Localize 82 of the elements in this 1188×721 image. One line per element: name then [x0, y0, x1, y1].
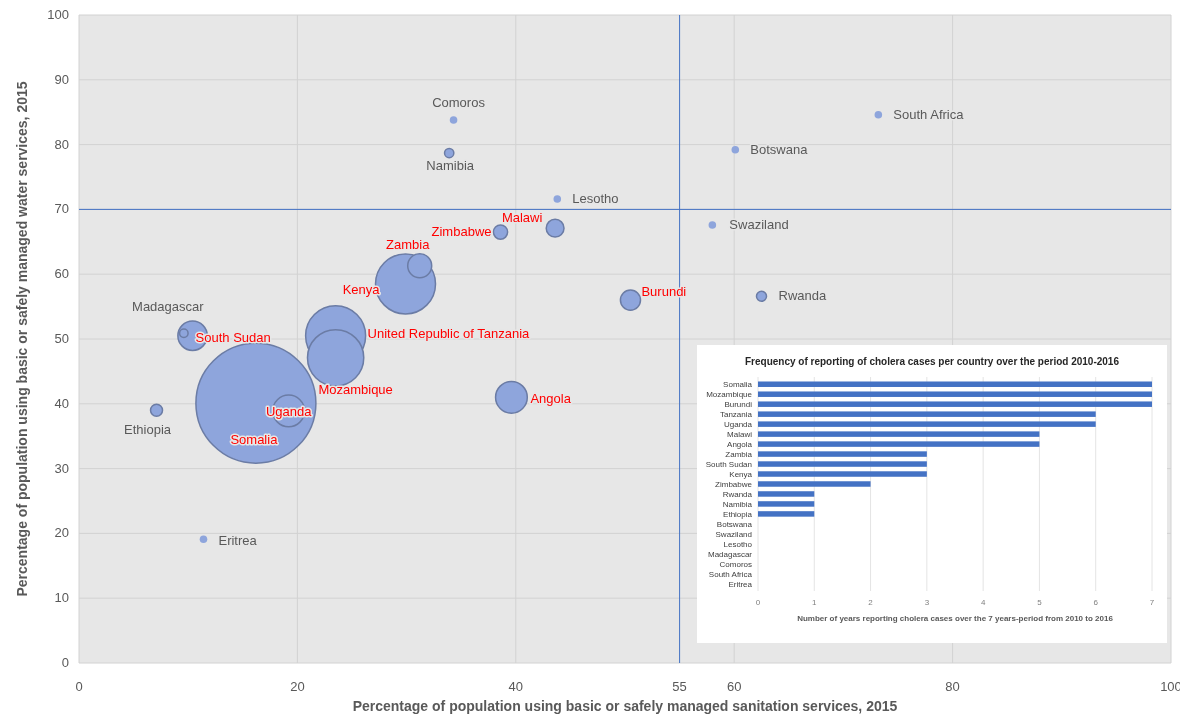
- y-tick-label: Lesotho: [723, 539, 753, 549]
- y-tick-label: Madagascar: [707, 549, 753, 559]
- bar: [758, 441, 1040, 447]
- ref-line-label: 55: [672, 679, 687, 694]
- x-tick-label: 80: [945, 679, 960, 694]
- annotation: Ethiopia: [124, 422, 172, 438]
- annotation: Mozambique: [318, 381, 393, 397]
- y-tick-label: Kenya: [729, 470, 753, 480]
- annotation: Zambia: [386, 236, 431, 252]
- annotation: Namibia: [426, 158, 475, 174]
- y-tick-label: Zambia: [725, 450, 753, 460]
- bar: [758, 411, 1096, 417]
- bar: [758, 401, 1152, 407]
- chart-title: Frequency of reporting of cholera cases per country over the period 2010-2016: [744, 356, 1120, 367]
- x-tick-label: 3: [924, 598, 930, 607]
- y-tick-label: 10: [54, 590, 69, 606]
- y-tick-label: Ethiopia: [723, 509, 753, 519]
- annotation: Kenya: [342, 281, 381, 297]
- y-tick-label: Tanzania: [719, 410, 753, 420]
- x-tick-label: 0: [75, 679, 83, 694]
- bar: [758, 491, 815, 497]
- y-tick-label: Rwanda: [722, 489, 753, 499]
- annotation: Zimbabwe: [431, 224, 492, 240]
- annotation: United Republic of Tanzania: [367, 325, 531, 341]
- x-tick-label: 5: [1037, 598, 1043, 607]
- annotation: Eritrea: [218, 533, 258, 549]
- bar: [758, 421, 1096, 427]
- annotation: Angola: [530, 391, 572, 407]
- bar: [758, 451, 927, 457]
- y-tick-label: 30: [54, 460, 69, 476]
- y-tick-label: Botswana: [716, 519, 753, 529]
- y-tick-label: Malawi: [727, 430, 753, 440]
- x-tick-label: 2: [868, 598, 874, 607]
- y-tick-label: Mozambique: [706, 390, 753, 400]
- annotation: South Africa: [893, 106, 965, 122]
- y-tick-label: Somalia: [723, 380, 753, 390]
- x-tick-label: 20: [290, 679, 305, 694]
- bar: [758, 501, 815, 507]
- annotation: South Sudan: [195, 329, 271, 345]
- y-tick-label: 100: [47, 7, 69, 22]
- bar: [758, 461, 927, 467]
- y-tick-label: Angola: [727, 440, 753, 450]
- y-tick-label: 20: [54, 525, 69, 541]
- y-tick-label: 70: [54, 201, 69, 217]
- x-tick-label: 6: [1093, 598, 1099, 607]
- x-tick-label: 0: [755, 598, 761, 607]
- x-tick-label: 4: [980, 598, 986, 607]
- annotation: Rwanda: [778, 288, 827, 304]
- y-tick-label: 40: [54, 395, 69, 411]
- bar: [758, 471, 927, 477]
- y-tick-label: 80: [54, 136, 69, 152]
- y-tick-label: South Sudan: [705, 460, 752, 470]
- x-tick-label: 7: [1149, 598, 1155, 607]
- bar: [758, 481, 871, 487]
- y-tick-label: Swaziland: [715, 529, 752, 539]
- x-tick-label: 1: [812, 598, 818, 607]
- annotation: Malawi: [501, 210, 543, 226]
- x-tick-label: 40: [508, 679, 524, 694]
- y-tick-label: 60: [54, 266, 69, 282]
- y-tick-label: Burundi: [724, 400, 753, 410]
- annotation: Madagascar: [132, 299, 205, 315]
- y-tick-label: Zimbabwe: [715, 480, 753, 489]
- y-axis-title: Percentage of population using basic or safely managed water services, 2015: [14, 81, 30, 597]
- y-tick-label: 90: [54, 71, 69, 87]
- x-axis-title: Number of years reporting cholera cases over the 7 years-period from 2010 to 2016: [797, 614, 1114, 623]
- bar: [758, 511, 815, 517]
- annotation: Lesotho: [572, 191, 619, 207]
- y-tick-label: Eritrea: [728, 579, 753, 589]
- y-tick-label: Namibia: [722, 499, 753, 509]
- bar: [758, 391, 1152, 397]
- y-tick-label: South Africa: [708, 569, 753, 579]
- y-tick-label: Comoros: [719, 559, 752, 569]
- annotation: Uganda: [265, 403, 313, 419]
- x-axis-title: Percentage of population using basic or safely managed sanitation services, 2015: [352, 698, 898, 714]
- annotation: Comoros: [432, 94, 486, 110]
- y-tick-label: 50: [54, 331, 69, 346]
- annotation: Somalia: [230, 432, 279, 448]
- bar: [758, 431, 1040, 437]
- bar: [758, 381, 1152, 387]
- y-tick-label: 0: [61, 655, 69, 670]
- y-tick-label: Uganda: [723, 420, 753, 430]
- annotation: Botswana: [750, 141, 809, 157]
